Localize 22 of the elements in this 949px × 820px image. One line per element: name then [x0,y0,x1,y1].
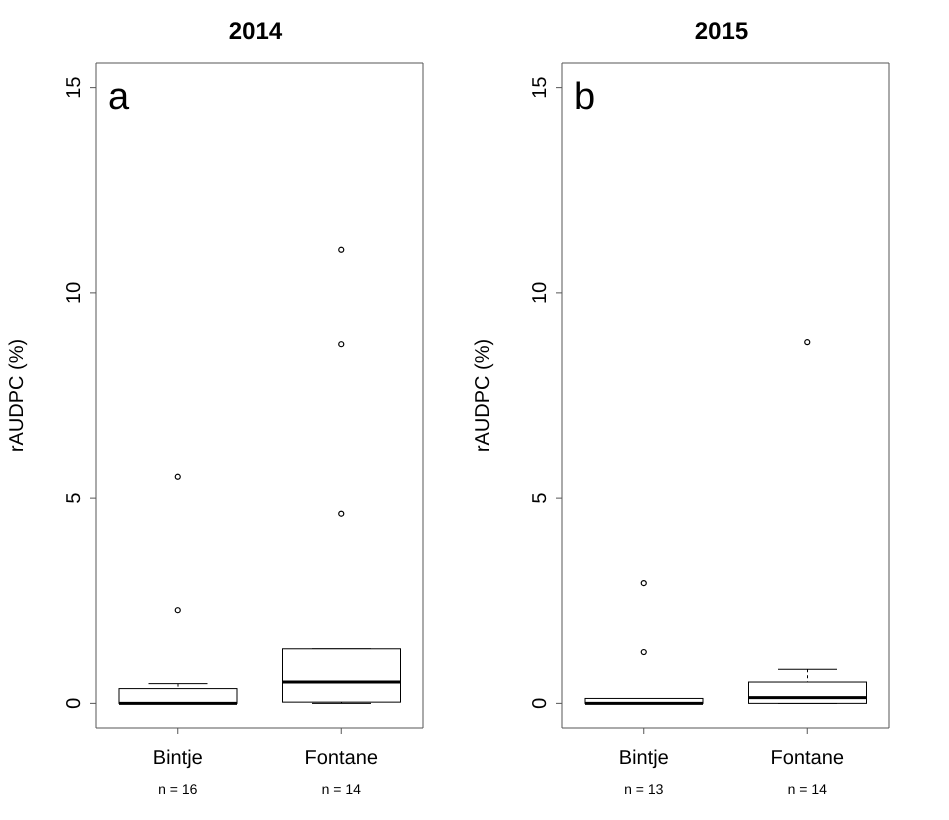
y-tick-label: 15 [529,76,551,99]
text: n = 16 [158,781,198,797]
y-tick-label: 5 [529,492,551,504]
annotation: b [574,76,596,119]
chart-title: 2015 [694,18,750,46]
y-tick-label: 10 [529,282,551,304]
text: n = 13 [624,781,664,797]
annotation: a [108,76,130,119]
x-tick-label: Fontane [770,747,844,769]
text: n = 14 [788,781,828,797]
text: n = 14 [322,781,362,797]
x-tick-label: Bintje [152,747,203,769]
y-axis-title: rAUDPC (%) [6,338,28,452]
y-tick-label: 5 [63,492,85,504]
y-tick-label: 0 [63,698,85,709]
x-tick-label: Fontane [304,747,378,769]
y-tick-label: 15 [63,76,85,99]
y-tick-label: 10 [63,282,85,304]
x-tick-label: Bintje [618,747,669,769]
chart-title: 2014 [228,18,284,46]
y-axis-title: rAUDPC (%) [472,338,494,452]
y-tick-label: 0 [529,698,551,709]
